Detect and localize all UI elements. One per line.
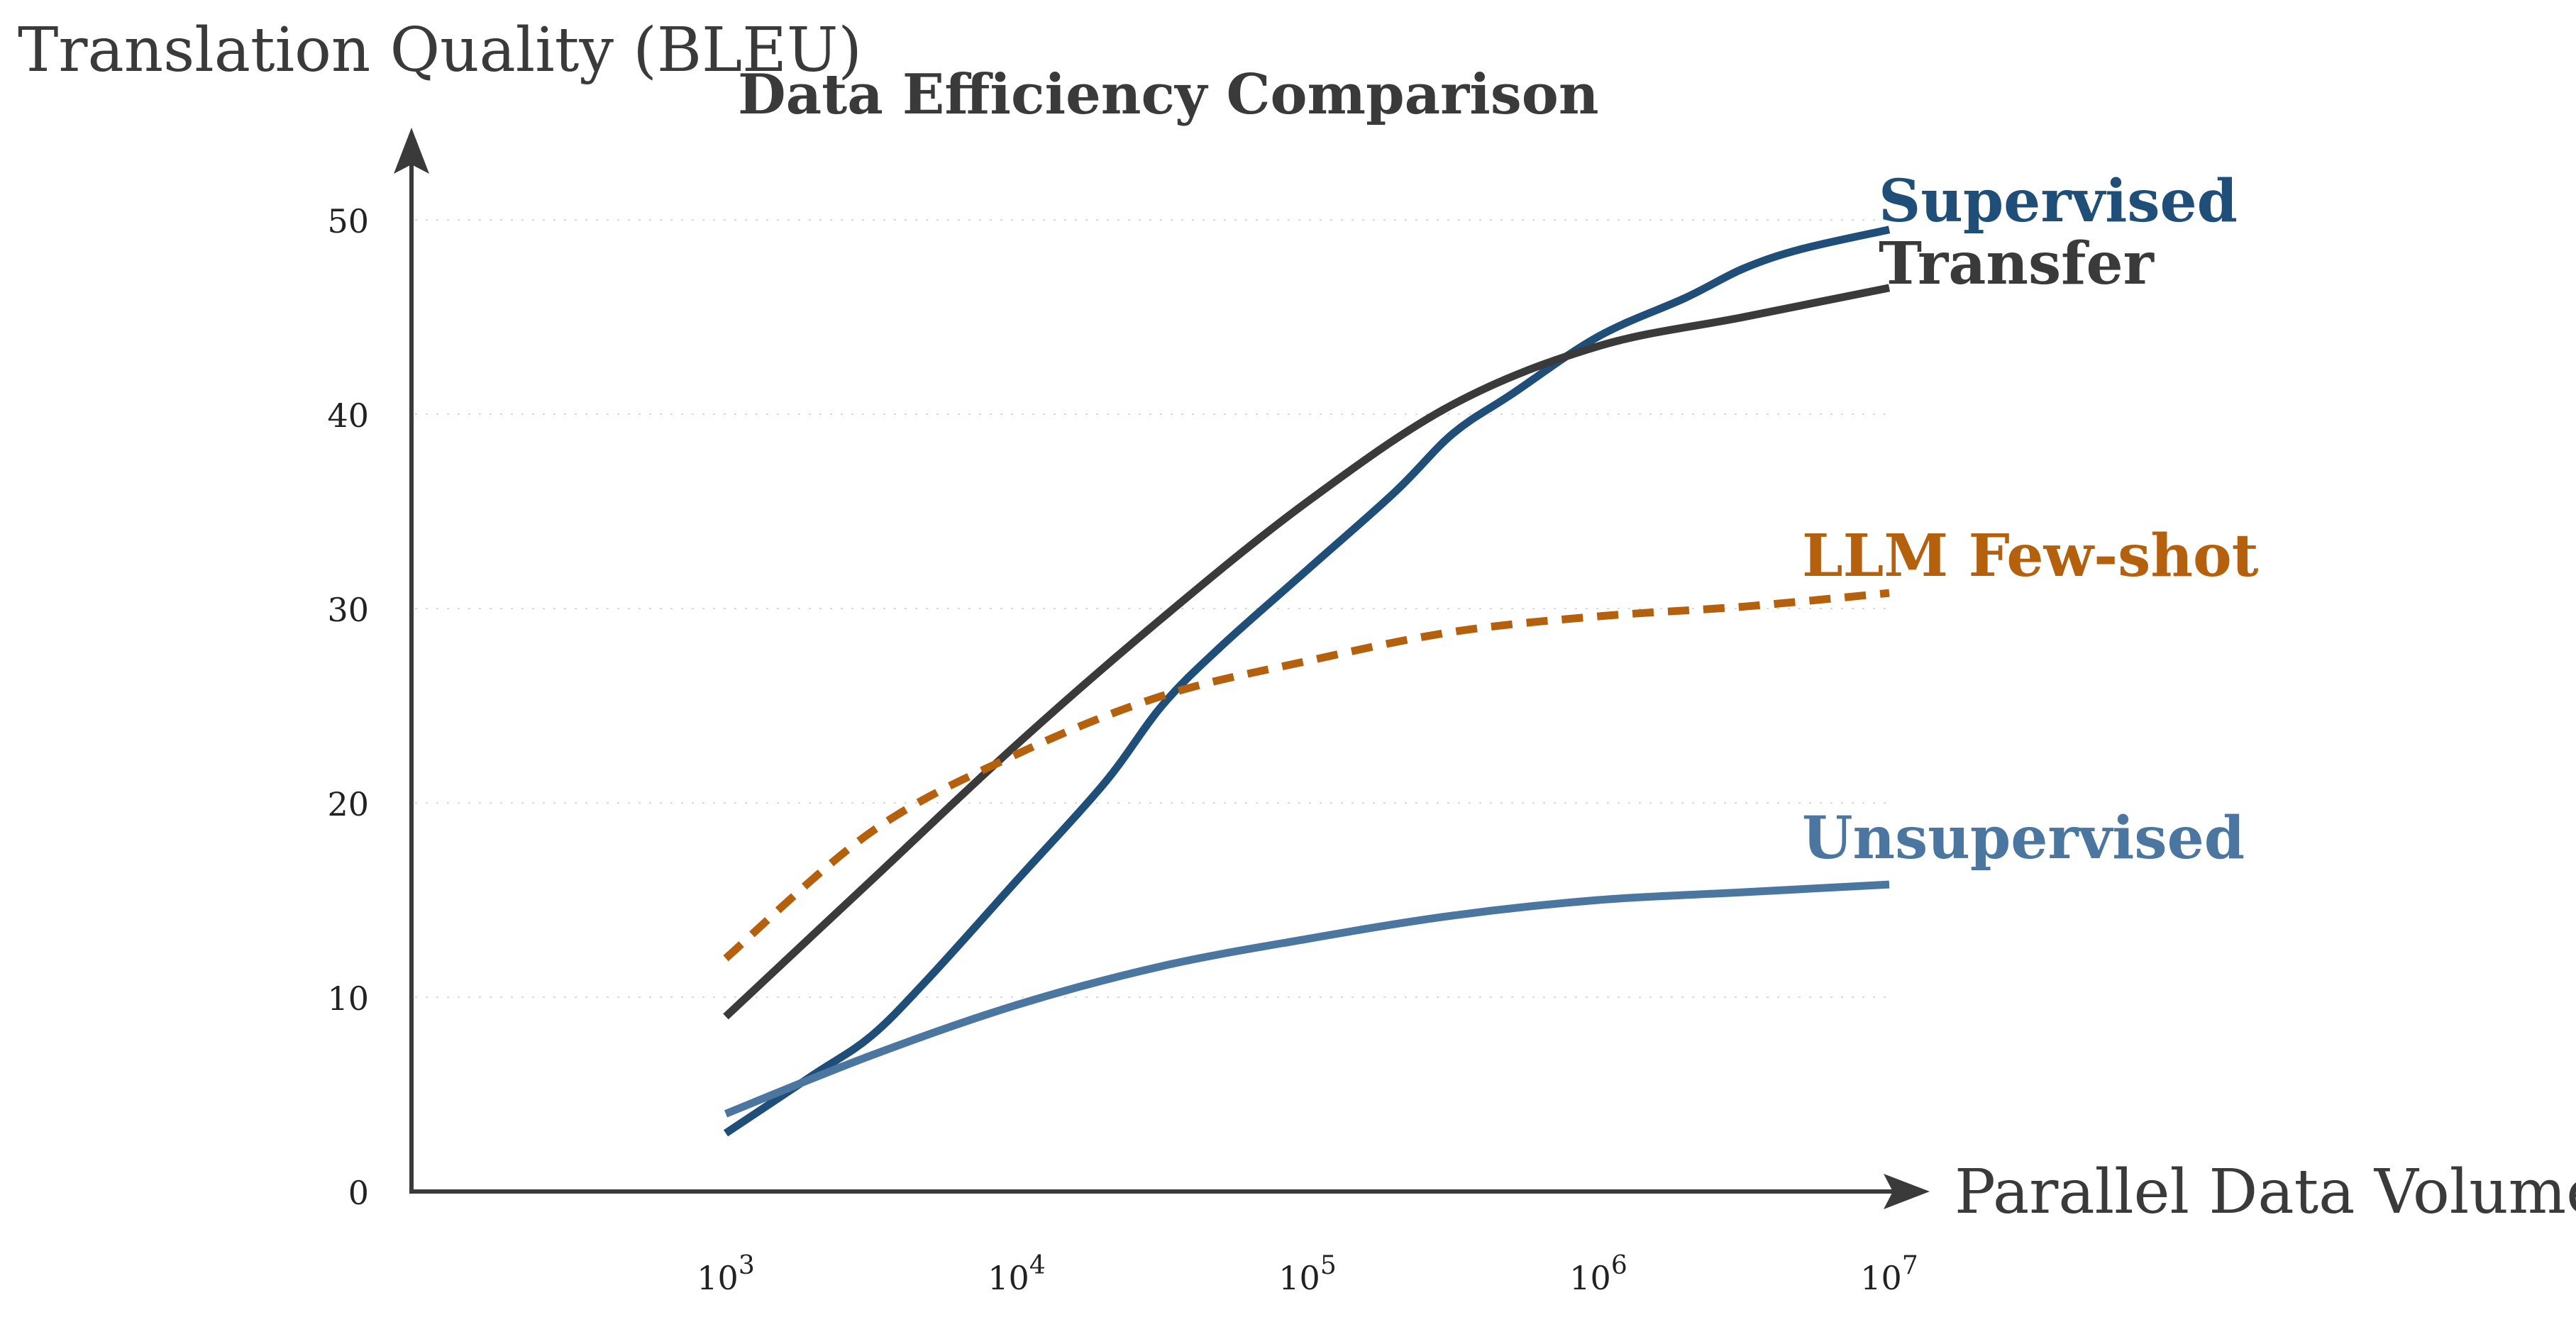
chart-title: Data Efficiency Comparison [738,62,1599,127]
x-tick-label-5: 105 [1278,1251,1336,1297]
series-label-llm-few-shot: LLM Few-shot [1802,522,2259,590]
series-line-llm-few-shot [723,589,1890,962]
series-line-transfer [723,284,1891,1020]
y-tick-label-50: 50 [327,202,369,240]
x-axis-arrow [1884,1174,1930,1209]
y-axis-label: Translation Quality (BLEU) [18,15,862,86]
y-tick-label-10: 10 [327,979,369,1018]
grid-lines [415,219,1889,998]
y-tick-labels: 0 10 20 30 40 50 [327,202,369,1212]
series-line-unsupervised [724,880,1890,1118]
series-line-supervised [723,226,1891,1137]
x-tick-label-7: 107 [1860,1251,1918,1297]
axes [394,128,1930,1209]
x-tick-label-6: 106 [1569,1251,1627,1297]
y-tick-label-40: 40 [327,396,369,435]
y-tick-label-0: 0 [348,1174,369,1212]
x-axis-label: Parallel Data Volume [1955,1157,2576,1228]
x-tick-labels: 103 104 105 106 107 [697,1251,1918,1297]
series-label-transfer: Transfer [1879,230,2155,298]
y-tick-label-30: 30 [327,591,369,629]
series-label-supervised: Supervised [1879,167,2238,235]
series-label-unsupervised: Unsupervised [1802,804,2245,872]
y-axis-arrow [394,128,429,174]
x-tick-label-4: 104 [988,1251,1045,1297]
series-lines [723,226,1891,1137]
x-tick-label-3: 103 [697,1251,754,1297]
y-tick-label-20: 20 [327,785,369,823]
